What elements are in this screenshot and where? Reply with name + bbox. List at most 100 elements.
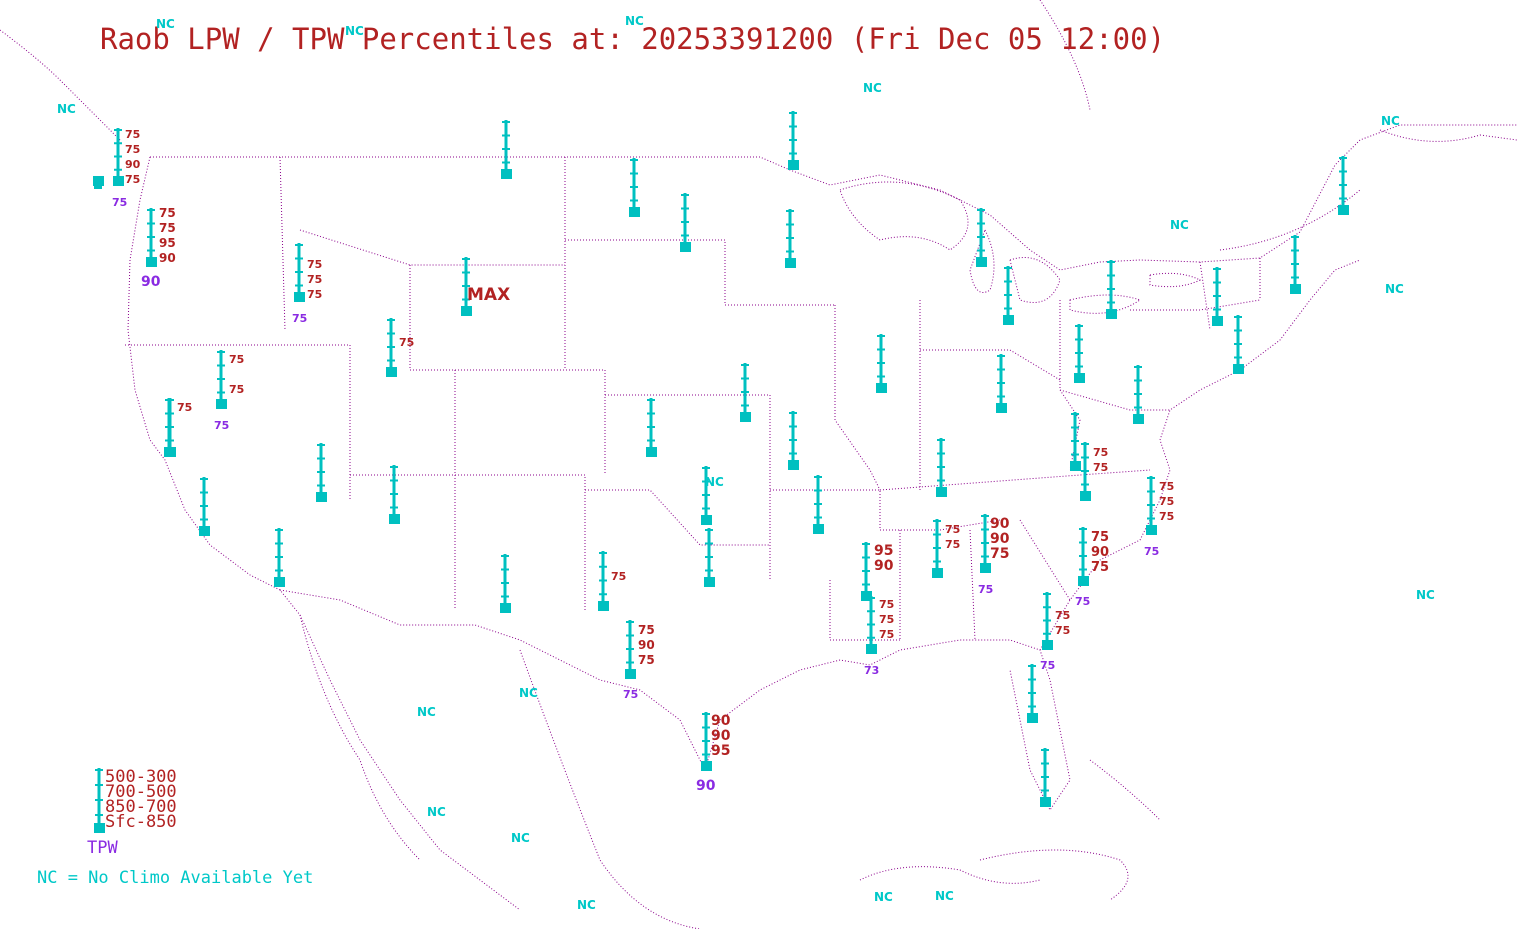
layer-percentile-label: 75	[229, 353, 244, 366]
layer-percentile-label: 90	[638, 638, 655, 652]
layer-percentile-label: 75	[1091, 560, 1109, 575]
station-s40	[813, 475, 824, 534]
layer-percentile-label: 95	[159, 236, 176, 250]
layer-percentile-label: 75	[307, 288, 322, 301]
nc-marker: NC	[511, 831, 530, 845]
station-marker	[461, 306, 472, 316]
mexico-outline	[299, 614, 1161, 929]
station-s16: 75 75 75	[1040, 592, 1070, 672]
nc-marker: NC	[519, 686, 538, 700]
station-s05: MAX	[461, 257, 510, 316]
legend: 500-300 700-500 850-700 Sfc-850 TPW NC =…	[37, 767, 313, 888]
tpw-percentile-label: 73	[864, 664, 879, 677]
page-title: Raob LPW / TPW Percentiles at: 202533912…	[100, 22, 1165, 56]
tpw-percentile-label: 75	[1040, 659, 1055, 672]
station-layer: 757590757575759590907575757575MAX7575757…	[93, 111, 1349, 807]
station-s43	[316, 443, 327, 502]
nc-marker: NC	[1385, 282, 1404, 296]
state-lines	[125, 156, 1261, 641]
tpw-percentile-label: 90	[696, 778, 716, 794]
station-marker	[680, 242, 691, 252]
station-marker	[1040, 797, 1051, 807]
station-s47	[500, 554, 511, 613]
layer-percentile-label: 75	[879, 628, 894, 641]
station-marker	[876, 383, 887, 393]
station-marker	[146, 257, 157, 267]
station-s37	[788, 411, 799, 470]
tpw-percentile-label: 75	[112, 196, 127, 209]
layer-percentile-label: 75	[159, 221, 176, 235]
layer-percentile-label: 75	[229, 383, 244, 396]
station-marker	[113, 176, 124, 186]
layer-percentile-label: 75	[1159, 480, 1174, 493]
layer-percentile-label: 90	[159, 251, 176, 265]
layer-percentile-label: 75	[945, 523, 960, 536]
station-marker	[93, 176, 104, 186]
atlantic-coast	[1039, 259, 1361, 651]
no-climo-layer: NC NC NC NC NC NC NC NC NC NC NC NC NC NC NC NC NC	[57, 14, 1435, 912]
great-lakes	[839, 181, 1202, 314]
station-marker	[1290, 284, 1301, 294]
nc-marker: NC	[417, 705, 436, 719]
station-s35	[740, 363, 751, 422]
nc-marker: NC	[57, 102, 76, 116]
station-marker	[625, 669, 636, 679]
station-marker	[1003, 315, 1014, 325]
pacific-coast	[127, 156, 521, 911]
station-s38	[701, 466, 712, 525]
nc-marker: NC	[935, 889, 954, 903]
station-marker	[1078, 576, 1089, 586]
tpw-percentile-label: 75	[623, 688, 638, 701]
station-marker	[1106, 309, 1117, 319]
station-s50	[93, 176, 104, 189]
station-marker	[1233, 364, 1244, 374]
station-marker	[646, 447, 657, 457]
station-marker	[294, 292, 305, 302]
station-s29	[1338, 156, 1349, 215]
legend-tpw-label: TPW	[87, 838, 118, 858]
layer-percentile-label: 75	[879, 613, 894, 626]
station-s51	[165, 398, 176, 457]
station-marker	[1080, 491, 1091, 501]
nc-marker: NC	[1170, 218, 1189, 232]
layer-percentile-label: 75	[125, 128, 140, 141]
station-marker	[274, 577, 285, 587]
station-marker	[216, 399, 227, 409]
station-marker	[976, 257, 987, 267]
nc-marker: NC	[427, 805, 446, 819]
layer-percentile-label: 75	[307, 273, 322, 286]
station-marker	[165, 447, 176, 457]
station-s32	[1074, 324, 1085, 383]
station-marker	[1338, 205, 1349, 215]
station-marker	[701, 761, 712, 771]
layer-percentile-label: 75	[638, 623, 655, 637]
nc-marker: NC	[625, 14, 644, 28]
station-marker	[1212, 316, 1223, 326]
station-marker	[980, 563, 991, 573]
layer-percentile-label: 75	[125, 143, 140, 156]
layer-percentile-label: 75	[177, 401, 192, 414]
station-s19	[501, 120, 512, 179]
canada-outline	[0, 0, 1517, 251]
layer-percentile-label: 90	[711, 713, 731, 729]
legend-layer-500-300: 500-300	[105, 767, 177, 787]
station-s12: 75 75 75 73	[864, 596, 894, 677]
station-marker	[785, 258, 796, 268]
nc-marker: NC	[156, 17, 175, 31]
station-s45	[199, 477, 210, 536]
station-marker	[386, 367, 397, 377]
station-s39	[704, 528, 715, 587]
layer-percentile-label: 75	[399, 336, 414, 349]
station-marker	[996, 403, 1007, 413]
station-s08: 75	[598, 551, 626, 611]
station-s36	[646, 398, 657, 457]
nc-marker: NC	[874, 890, 893, 904]
station-marker	[1146, 525, 1157, 535]
station-s18: 75 75 75 75	[1144, 476, 1174, 558]
nc-marker: NC	[577, 898, 596, 912]
layer-percentile-label: 90	[990, 516, 1010, 532]
